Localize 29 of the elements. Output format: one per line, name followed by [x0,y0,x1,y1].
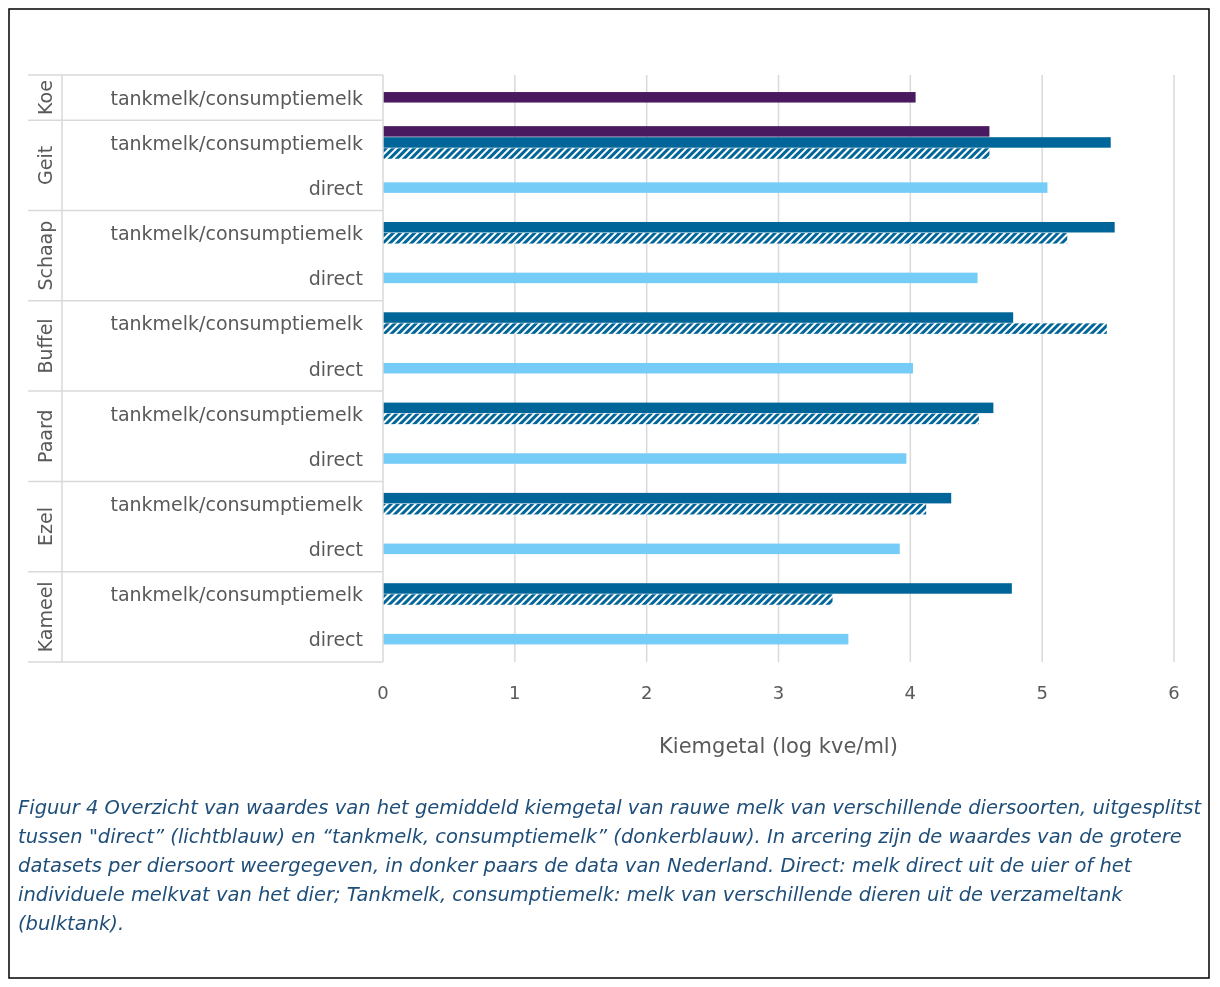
y-tick-label: tankmelk/consumptiemelk [110,222,363,245]
y-tick-label: direct [308,267,363,290]
y-tick-label: tankmelk/consumptiemelk [110,583,363,606]
x-tick-label: 1 [509,682,521,703]
text: Koe [34,80,56,115]
text: Schaap [34,220,56,291]
y-tick-label: direct [308,176,363,199]
x-tick-label: 4 [904,682,917,703]
y-tick-label: tankmelk/consumptiemelk [110,402,363,425]
x-axis-title: Kiemgetal (log kve/ml) [659,734,898,758]
y-tick-label: tankmelk/consumptiemelk [110,312,363,335]
text: Buffel [34,318,56,374]
y-tick-label: tankmelk/consumptiemelk [110,131,363,154]
text: Ezel [34,507,56,547]
text: Kameel [34,581,56,653]
x-tick-label: 3 [772,682,785,703]
y-tick-label: direct [308,357,363,380]
y-tick-label: tankmelk/consumptiemelk [110,86,363,109]
y-tick-label: direct [308,447,363,470]
x-tick-label: 5 [1036,682,1048,703]
y-tick-label: tankmelk/consumptiemelk [110,492,363,515]
text: Figuur 4 Overzicht van waardes van het gemiddeld kiemgetal van rauwe melk van verschillende diersoorten, uitgesplitst tussen "direct” (lichtblauw) en “tankmelk, consumptiemelk” (donkerblauw). In arcering zijn de waardes van de grotere datasets per diersoort weergegeven, in donker paars de data van Nederland. Direct: melk direct uit de uier of het individuele melkvat van het dier; Tankmelk, consumptiemelk: melk van verschillende dieren uit de verzameltank (bulktank). [18,796,1203,935]
x-tick-label: 0 [377,682,389,703]
y-tick-label: direct [308,538,363,561]
y-tick-label: direct [308,628,363,651]
text: Paard [34,409,56,463]
text: Geit [34,145,56,185]
x-tick-label: 6 [1168,682,1180,703]
x-tick-label: 2 [640,682,653,703]
